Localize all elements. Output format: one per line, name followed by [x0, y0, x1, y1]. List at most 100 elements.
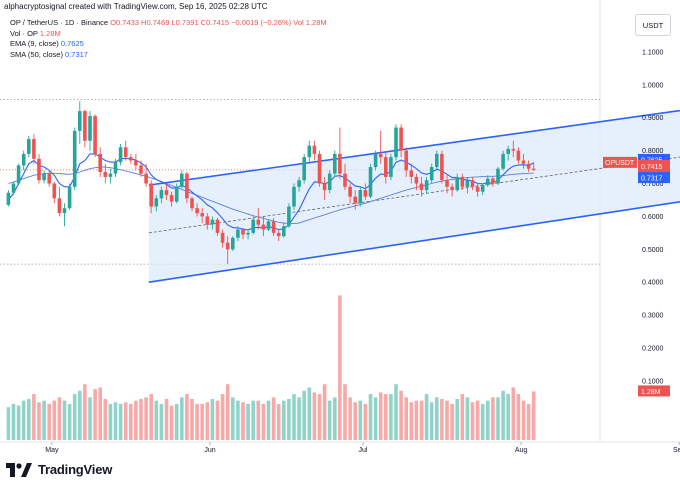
candle-body[interactable]	[317, 153, 322, 184]
candle-body[interactable]	[129, 157, 133, 161]
candle-body[interactable]	[343, 173, 347, 187]
candle-body[interactable]	[261, 224, 266, 230]
candle-body[interactable]	[159, 190, 164, 199]
candle-body[interactable]	[52, 183, 57, 199]
candle-body[interactable]	[409, 170, 414, 177]
candle-body[interactable]	[42, 173, 46, 181]
candle-body[interactable]	[353, 196, 357, 204]
candle-body[interactable]	[358, 190, 363, 204]
candle-body[interactable]	[57, 198, 62, 214]
candle-body[interactable]	[399, 127, 403, 151]
candle-body[interactable]	[455, 176, 459, 191]
candle-body[interactable]	[98, 153, 102, 172]
candle-body[interactable]	[511, 148, 516, 151]
candle-body[interactable]	[368, 167, 373, 197]
candle-body[interactable]	[322, 183, 327, 191]
candle-body[interactable]	[210, 219, 215, 225]
candle-body[interactable]	[205, 216, 210, 225]
candle-body[interactable]	[333, 153, 337, 174]
candle-body[interactable]	[62, 208, 67, 214]
candle-body[interactable]	[11, 183, 16, 193]
candle-body[interactable]	[501, 153, 505, 169]
candle-body[interactable]	[27, 139, 31, 154]
candle-body[interactable]	[169, 195, 174, 202]
candle-body[interactable]	[338, 153, 342, 174]
candle-body[interactable]	[37, 158, 41, 181]
candle-body[interactable]	[419, 183, 424, 191]
candle-body[interactable]	[113, 162, 118, 174]
candle-body[interactable]	[516, 150, 521, 161]
candle-body[interactable]	[282, 226, 286, 237]
candle-body[interactable]	[72, 130, 77, 187]
candle-body[interactable]	[256, 219, 261, 225]
candle-body[interactable]	[154, 198, 159, 207]
candle-body[interactable]	[297, 180, 301, 187]
candle-body[interactable]	[93, 116, 97, 154]
candle-body[interactable]	[435, 153, 439, 168]
candle-body[interactable]	[480, 185, 485, 192]
candle-body[interactable]	[47, 173, 51, 184]
sma-label[interactable]: SMA (50, close)	[10, 49, 63, 59]
candle-body[interactable]	[246, 232, 250, 235]
candle-body[interactable]	[83, 111, 87, 141]
candle-body[interactable]	[220, 232, 225, 243]
candle-body[interactable]	[465, 180, 470, 187]
candle-body[interactable]	[21, 153, 26, 166]
candle-body[interactable]	[531, 168, 536, 170]
candle-body[interactable]	[307, 145, 312, 158]
candle-body[interactable]	[450, 186, 454, 191]
candle-body[interactable]	[491, 178, 495, 184]
candle-body[interactable]	[215, 219, 220, 233]
candle-body[interactable]	[327, 173, 332, 191]
candle-body[interactable]	[394, 127, 398, 158]
candle-body[interactable]	[440, 153, 444, 181]
candle-body[interactable]	[521, 160, 526, 164]
candle-body[interactable]	[195, 208, 199, 214]
candle-body[interactable]	[404, 150, 408, 171]
channel-lower-line[interactable]	[148, 169, 680, 283]
candle-body[interactable]	[486, 178, 490, 186]
candle-body[interactable]	[526, 163, 531, 169]
candle-body[interactable]	[378, 153, 383, 158]
candle-body[interactable]	[373, 153, 378, 168]
candle-body[interactable]	[6, 192, 11, 205]
time-axis[interactable]: MayJunJulAugSepOct	[45, 442, 680, 454]
candle-body[interactable]	[139, 165, 143, 174]
symbol-label[interactable]: OP / TetherUS · 1D · Binance	[10, 18, 109, 27]
candle-body[interactable]	[363, 190, 368, 197]
candle-body[interactable]	[496, 168, 500, 184]
candle-body[interactable]	[164, 190, 169, 196]
candle-body[interactable]	[414, 176, 419, 184]
candle-body[interactable]	[384, 157, 388, 177]
candle-body[interactable]	[103, 171, 108, 177]
candle-body[interactable]	[144, 173, 148, 184]
channel-upper-line[interactable]	[148, 80, 680, 186]
candle-body[interactable]	[174, 186, 179, 202]
candle-body[interactable]	[312, 145, 317, 154]
candle-body[interactable]	[118, 147, 123, 163]
candle-body[interactable]	[266, 221, 271, 230]
candle-body[interactable]	[287, 206, 291, 227]
candle-body[interactable]	[149, 183, 153, 207]
candle-body[interactable]	[88, 116, 92, 141]
candle-body[interactable]	[506, 148, 510, 154]
candle-body[interactable]	[123, 147, 128, 158]
candle-body[interactable]	[429, 167, 434, 181]
candle-body[interactable]	[424, 180, 429, 191]
candle-body[interactable]	[302, 157, 306, 181]
candle-body[interactable]	[475, 186, 480, 192]
candle-body[interactable]	[67, 186, 72, 209]
candle-body[interactable]	[445, 180, 449, 187]
candle-body[interactable]	[200, 213, 204, 217]
candle-body[interactable]	[180, 173, 184, 187]
candle-body[interactable]	[292, 186, 296, 207]
candle-body[interactable]	[241, 229, 245, 235]
candle-body[interactable]	[389, 157, 393, 177]
candle-body[interactable]	[251, 219, 255, 233]
candle-body[interactable]	[134, 160, 138, 166]
candle-body[interactable]	[348, 186, 352, 197]
candle-body[interactable]	[470, 180, 475, 187]
candle-body[interactable]	[225, 242, 230, 250]
candle-body[interactable]	[271, 221, 276, 233]
